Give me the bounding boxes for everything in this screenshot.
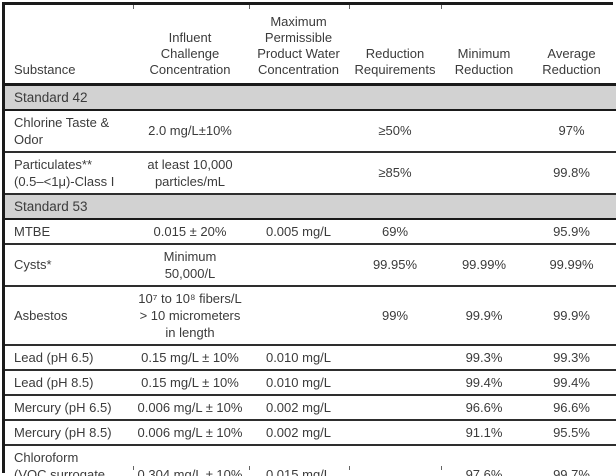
average-reduction-cell: 97%: [527, 109, 616, 153]
max-permissible-concentration-cell: [248, 243, 349, 287]
reduction-requirements-cell: 99.95%: [349, 243, 441, 287]
column-header-max-permissible-product-water-concentration: Maximum Permissible Product Water Concen…: [248, 5, 349, 86]
minimum-reduction-cell: [441, 218, 527, 245]
substance-cell: Lead (pH 6.5): [5, 344, 132, 371]
standards-table: Substance Influent Challenge Concentrati…: [5, 5, 616, 476]
influent-challenge-concentration-cell: 0.304 mg/L ± 10%: [132, 444, 248, 476]
max-permissible-concentration-cell: 0.010 mg/L: [248, 369, 349, 396]
influent-challenge-concentration-cell: 0.006 mg/L ± 10%: [132, 419, 248, 446]
table-row: Mercury (pH 6.5) 0.006 mg/L ± 10% 0.002 …: [5, 394, 616, 421]
reduction-requirements-cell: [349, 344, 441, 371]
table-row: Mercury (pH 8.5) 0.006 mg/L ± 10% 0.002 …: [5, 419, 616, 446]
average-reduction-cell: 99.7%: [527, 444, 616, 476]
influent-challenge-concentration-cell: at least 10,000 particles/mL: [132, 151, 248, 195]
max-permissible-concentration-cell: 0.002 mg/L: [248, 419, 349, 446]
average-reduction-cell: 99.3%: [527, 344, 616, 371]
reduction-requirements-cell: ≥50%: [349, 109, 441, 153]
average-reduction-cell: 99.99%: [527, 243, 616, 287]
table-row: MTBE 0.015 ± 20% 0.005 mg/L 69% 95.9%: [5, 218, 616, 245]
average-reduction-cell: 95.5%: [527, 419, 616, 446]
influent-challenge-concentration-cell: 0.15 mg/L ± 10%: [132, 369, 248, 396]
section-header-label: Standard 42: [5, 83, 616, 111]
max-permissible-concentration-cell: [248, 109, 349, 153]
max-permissible-concentration-cell: 0.010 mg/L: [248, 344, 349, 371]
table-row: Cysts* Minimum 50,000/L 99.95% 99.99% 99…: [5, 243, 616, 287]
max-permissible-concentration-cell: 0.015 mg/L: [248, 444, 349, 476]
max-permissible-concentration-cell: [248, 151, 349, 195]
reduction-requirements-cell: ≥85%: [349, 151, 441, 195]
minimum-reduction-cell: 97.6%: [441, 444, 527, 476]
reduction-requirements-cell: 99%: [349, 285, 441, 346]
influent-challenge-concentration-cell: 0.015 ± 20%: [132, 218, 248, 245]
max-permissible-concentration-cell: 0.002 mg/L: [248, 394, 349, 421]
section-header-row: Standard 42: [5, 83, 616, 111]
minimum-reduction-cell: [441, 151, 527, 195]
influent-challenge-concentration-cell: 10⁷ to 10⁸ fibers/L > 10 micrometers in …: [132, 285, 248, 346]
column-header-substance: Substance: [5, 5, 132, 86]
table-row: Chlorine Taste & Odor 2.0 mg/L±10% ≥50% …: [5, 109, 616, 153]
substance-cell: Chloroform (VOC surrogate chemical): [5, 444, 132, 476]
table-row: Asbestos 10⁷ to 10⁸ fibers/L > 10 microm…: [5, 285, 616, 346]
substance-cell: Cysts*: [5, 243, 132, 287]
minimum-reduction-cell: 99.3%: [441, 344, 527, 371]
average-reduction-cell: 96.6%: [527, 394, 616, 421]
substance-cell: Chlorine Taste & Odor: [5, 109, 132, 153]
reduction-requirements-cell: [349, 369, 441, 396]
influent-challenge-concentration-cell: Minimum 50,000/L: [132, 243, 248, 287]
border-tick: [441, 466, 442, 470]
border-tick: [349, 466, 350, 470]
substance-cell: MTBE: [5, 218, 132, 245]
max-permissible-concentration-cell: [248, 285, 349, 346]
substance-cell: Lead (pH 8.5): [5, 369, 132, 396]
minimum-reduction-cell: 99.4%: [441, 369, 527, 396]
minimum-reduction-cell: [441, 109, 527, 153]
column-header-influent-challenge-concentration: Influent Challenge Concentration: [132, 5, 248, 86]
column-header-average-reduction: Average Reduction: [527, 5, 616, 86]
minimum-reduction-cell: 91.1%: [441, 419, 527, 446]
border-tick: [441, 5, 442, 9]
minimum-reduction-cell: 99.9%: [441, 285, 527, 346]
substance-cell: Particulates** (0.5–<1μ)-Class I: [5, 151, 132, 195]
border-tick: [133, 5, 134, 9]
column-header-reduction-requirements: Reduction Requirements: [349, 5, 441, 86]
reduction-requirements-cell: [349, 444, 441, 476]
section-header-row: Standard 53: [5, 192, 616, 220]
table-row: Lead (pH 6.5) 0.15 mg/L ± 10% 0.010 mg/L…: [5, 344, 616, 371]
substance-cell: Mercury (pH 6.5): [5, 394, 132, 421]
table-row: Chloroform (VOC surrogate chemical) 0.30…: [5, 444, 616, 476]
minimum-reduction-cell: 99.99%: [441, 243, 527, 287]
reduction-requirements-cell: [349, 419, 441, 446]
border-tick: [249, 5, 250, 9]
table-row: Lead (pH 8.5) 0.15 mg/L ± 10% 0.010 mg/L…: [5, 369, 616, 396]
header-row: Substance Influent Challenge Concentrati…: [5, 5, 616, 86]
max-permissible-concentration-cell: 0.005 mg/L: [248, 218, 349, 245]
average-reduction-cell: 99.8%: [527, 151, 616, 195]
column-header-minimum-reduction: Minimum Reduction: [441, 5, 527, 86]
minimum-reduction-cell: 96.6%: [441, 394, 527, 421]
section-header-label: Standard 53: [5, 192, 616, 220]
table-header: Substance Influent Challenge Concentrati…: [5, 5, 616, 86]
substance-cell: Mercury (pH 8.5): [5, 419, 132, 446]
reduction-requirements-cell: [349, 394, 441, 421]
average-reduction-cell: 95.9%: [527, 218, 616, 245]
influent-challenge-concentration-cell: 0.15 mg/L ± 10%: [132, 344, 248, 371]
average-reduction-cell: 99.9%: [527, 285, 616, 346]
table-row: Particulates** (0.5–<1μ)-Class I at leas…: [5, 151, 616, 195]
influent-challenge-concentration-cell: 2.0 mg/L±10%: [132, 109, 248, 153]
influent-challenge-concentration-cell: 0.006 mg/L ± 10%: [132, 394, 248, 421]
substance-cell: Asbestos: [5, 285, 132, 346]
border-tick: [349, 5, 350, 9]
table-body: Standard 42 Chlorine Taste & Odor 2.0 mg…: [5, 83, 616, 476]
reduction-requirements-cell: 69%: [349, 218, 441, 245]
border-tick: [249, 466, 250, 470]
border-tick: [133, 466, 134, 470]
average-reduction-cell: 99.4%: [527, 369, 616, 396]
